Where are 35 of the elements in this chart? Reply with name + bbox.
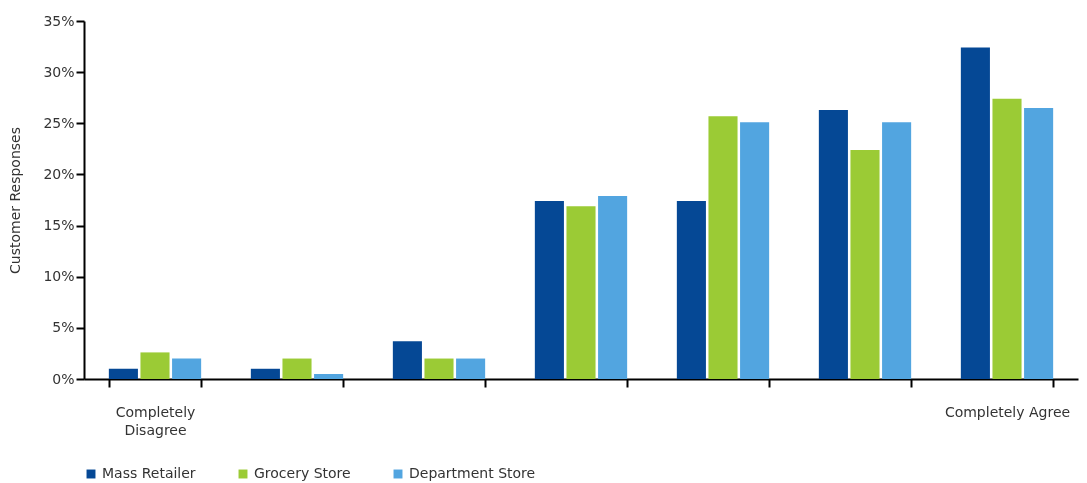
bar <box>424 358 454 379</box>
bar <box>960 47 990 379</box>
y-tick-label: 10% <box>43 268 75 285</box>
bar <box>676 201 706 379</box>
bar <box>566 206 596 379</box>
y-tick-label: 25% <box>43 114 75 131</box>
y-tick-label: 0% <box>52 370 75 387</box>
y-tick-label: 35% <box>43 12 75 29</box>
y-tick-label: 5% <box>52 319 75 336</box>
bar <box>882 122 912 379</box>
bar <box>392 341 422 379</box>
bar <box>850 149 880 379</box>
y-tick-label: 30% <box>43 63 75 80</box>
bar <box>818 109 848 379</box>
bar <box>282 358 312 379</box>
bar <box>992 98 1022 379</box>
bar <box>140 352 170 379</box>
bar <box>456 358 486 379</box>
bar <box>740 122 770 379</box>
y-tick-label: 15% <box>43 217 75 234</box>
bar <box>314 373 344 379</box>
bar <box>708 116 738 379</box>
x-tick-label: Completely Agree <box>944 403 1071 420</box>
bar <box>1024 107 1054 379</box>
bar <box>534 201 564 379</box>
legend-label: Grocery Store <box>254 465 351 481</box>
legend-label: Mass Retailer <box>102 465 196 481</box>
bar <box>108 368 138 379</box>
bar <box>172 358 202 379</box>
bar <box>250 368 280 379</box>
x-tick-label: Completely Disagree <box>115 403 196 438</box>
y-tick-label: 20% <box>43 165 75 182</box>
bar <box>598 195 628 379</box>
legend-label: Department Store <box>409 465 536 481</box>
y-axis-title: Customer Responses <box>7 127 24 274</box>
